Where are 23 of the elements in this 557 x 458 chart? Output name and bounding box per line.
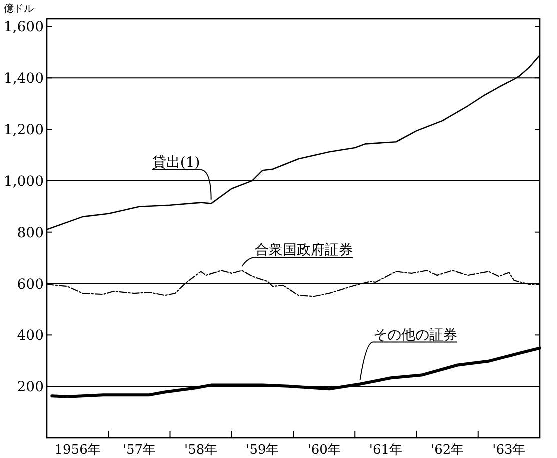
annotation: 合衆国政府証券 [255,242,354,259]
x-tick-label: '57年 [122,443,156,458]
x-tick-label: '63年 [492,443,526,458]
y-tick-label: 1,000 [4,174,44,190]
y-tick-label: 600 [17,276,44,293]
annotation: 合衆国政府証券 [242,242,354,268]
annotation: その他の証券 [360,327,458,381]
x-tick-label: '61年 [369,443,402,458]
y-tick-label: 800 [17,225,44,242]
x-tick-label: '58年 [184,443,218,458]
annotation: 貸出(1) [152,154,200,171]
annotation: 貸出(1) [152,154,212,200]
y-tick-label: 1,600 [4,20,44,36]
y-tick-label: 1,400 [4,71,44,88]
y-axis-title: 億ドル [4,3,34,15]
annotation: その他の証券 [373,327,458,344]
x-tick-label: '59年 [246,443,280,458]
x-tick-label: '62年 [431,443,464,458]
x-tick-label: 1956年 [54,443,101,458]
x-tick-label: '60年 [308,443,341,458]
y-tick-label: 1,200 [4,122,44,139]
y-tick-label: 400 [17,328,44,344]
y-tick-label: 200 [17,380,44,396]
